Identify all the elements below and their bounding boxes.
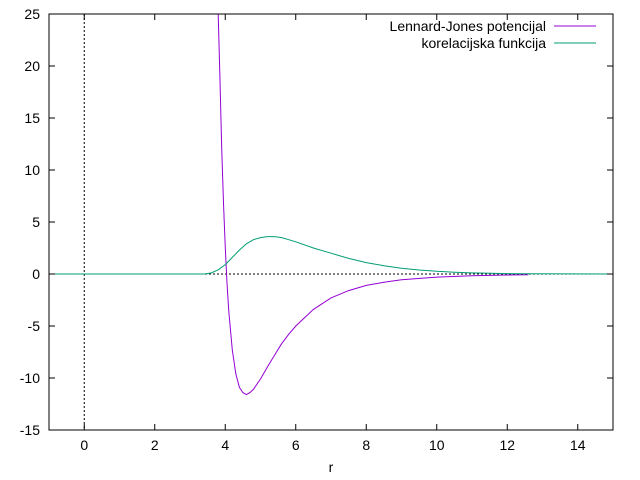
y-tick-label: 10 [24,162,40,178]
x-tick-label: 6 [292,437,300,453]
x-tick-label: 4 [221,437,229,453]
legend-label-0: Lennard-Jones potencijal [390,18,546,34]
x-tick-label: 8 [362,437,370,453]
x-tick-label: 10 [429,437,445,453]
series-line-1 [49,236,613,275]
y-tick-label: 15 [24,110,40,126]
y-tick-label: 20 [24,58,40,74]
y-tick-label: 25 [24,6,40,22]
y-tick-label: -5 [28,318,41,334]
x-tick-label: 2 [151,437,159,453]
y-tick-label: -10 [20,370,40,386]
zero-lines [49,14,613,430]
plot-frame [48,13,614,431]
legend-label-1: korelacijska funkcija [422,35,547,51]
x-axis-label: r [329,459,334,475]
x-tick-label: 14 [570,437,586,453]
axis-ticks: 0 2 4 6 8 10 12 14 -15 -10 -5 0 5 10 15 20 25 [20,6,613,453]
y-tick-label: -15 [20,422,40,438]
y-tick-label: 5 [32,214,40,230]
series-line-0 [217,14,529,396]
x-tick-label: 12 [499,437,515,453]
y-tick-label: 0 [32,266,40,282]
series-layer [49,14,613,396]
x-tick-label: 0 [80,437,88,453]
